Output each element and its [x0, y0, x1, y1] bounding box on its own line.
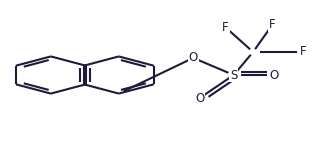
Text: F: F	[222, 21, 229, 34]
Text: O: O	[269, 69, 279, 81]
Text: F: F	[269, 18, 276, 31]
Text: F: F	[300, 45, 306, 58]
Text: O: O	[195, 92, 204, 105]
Text: O: O	[188, 51, 198, 64]
Text: S: S	[230, 69, 237, 81]
